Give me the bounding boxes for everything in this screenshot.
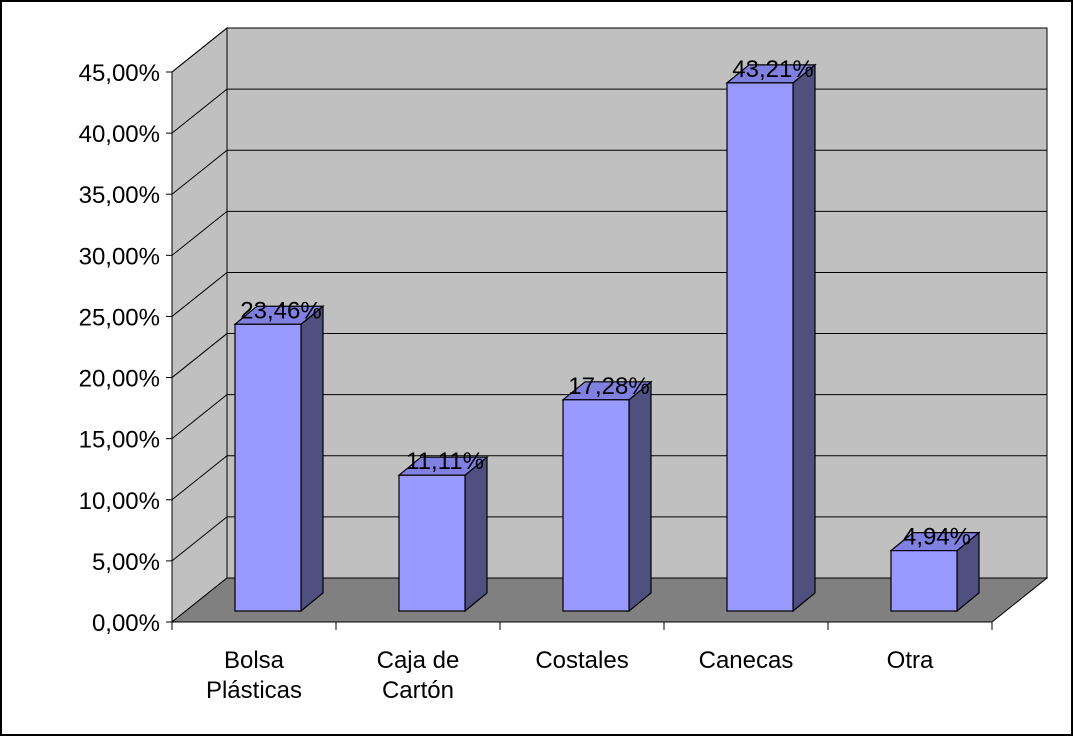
x-category-label: Bolsa Plásticas: [206, 647, 302, 704]
y-tick-label: 0,00%: [92, 610, 160, 637]
y-tick-label: 20,00%: [79, 366, 160, 393]
bar: [397, 455, 489, 613]
x-category-label: Caja de Cartón: [377, 647, 460, 704]
y-tick-label: 25,00%: [79, 304, 160, 331]
side-wall: [171, 26, 228, 624]
x-category-label-line: Plásticas: [206, 677, 302, 704]
y-tick-label: 30,00%: [79, 243, 160, 270]
x-category-label-line: Bolsa: [224, 647, 285, 674]
x-category-label-line: Otra: [887, 647, 934, 674]
data-labels: 23,46% 11,11% 17,28% 43,21% 4,94%: [240, 56, 971, 551]
y-tick-label: 5,00%: [92, 549, 160, 576]
bar: [725, 63, 817, 613]
bar-front: [890, 550, 958, 612]
axes: [166, 71, 993, 630]
bars: [233, 63, 981, 613]
y-tick-label: 35,00%: [79, 182, 160, 209]
data-label: 4,94%: [903, 524, 971, 551]
x-category-label: Canecas: [699, 647, 794, 674]
y-axis-ticks: 0,00% 5,00% 10,00% 15,00% 20,00% 25,00% 30,00%…: [79, 60, 160, 637]
y-tick-label: 40,00%: [79, 121, 160, 148]
y-tick-label: 15,00%: [79, 427, 160, 454]
bar: [233, 305, 325, 613]
data-label: 17,28%: [568, 373, 649, 400]
y-tick-label: 45,00%: [79, 60, 160, 87]
bar: [561, 380, 653, 613]
x-category-label-line: Canecas: [699, 647, 794, 674]
bar-side: [628, 380, 652, 613]
bar-front: [562, 399, 630, 612]
data-label: 23,46%: [240, 297, 321, 324]
bar-front: [234, 323, 302, 612]
data-label: 11,11%: [406, 448, 484, 475]
x-category-label: Costales: [535, 647, 628, 674]
x-category-label-line: Caja de: [377, 647, 460, 674]
gridline: [171, 27, 1047, 73]
x-axis-categories: Bolsa Plásticas Caja de Cartón Costales Canec…: [206, 647, 934, 704]
bar: [889, 531, 981, 613]
bar-side: [464, 455, 488, 613]
bar-side: [300, 305, 324, 613]
bar-front: [726, 82, 794, 612]
x-category-label-line: Cartón: [382, 677, 454, 704]
x-category-label: Otra: [887, 647, 934, 674]
bar-side: [792, 63, 816, 613]
y-tick-label: 10,00%: [79, 488, 160, 515]
data-label: 43,21%: [732, 56, 813, 83]
x-category-label-line: Costales: [535, 647, 628, 674]
bar-front: [398, 474, 466, 612]
